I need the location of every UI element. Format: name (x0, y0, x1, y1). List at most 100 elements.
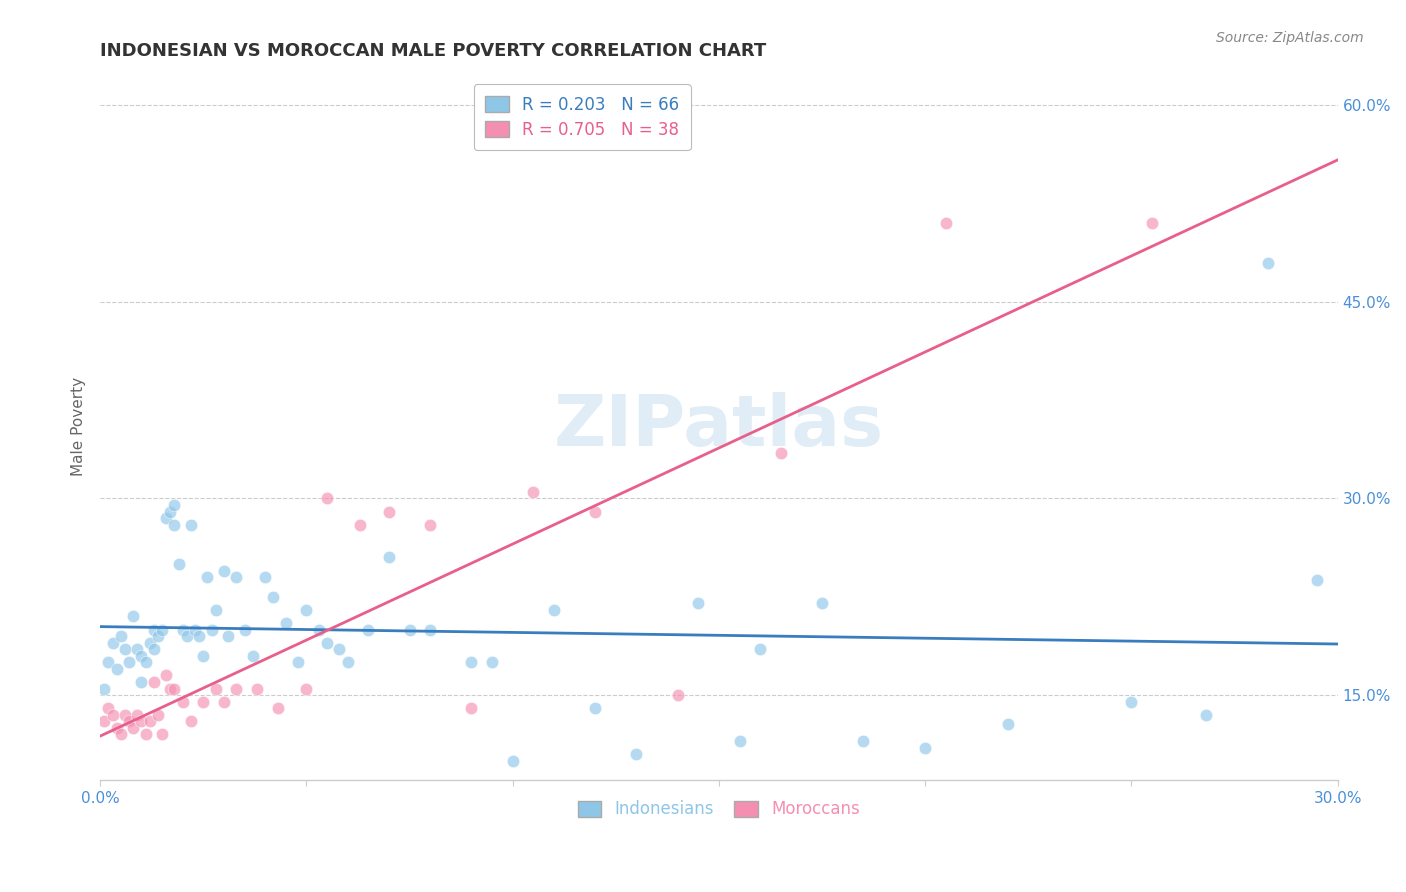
Point (122, 609, 145, 624)
Point (1194, 707, 1216, 722)
Point (134, 656, 156, 670)
Point (811, 596, 834, 610)
Point (118, 714, 141, 729)
Point (914, 740, 936, 755)
Point (217, 629, 239, 643)
Point (176, 629, 198, 643)
Point (114, 707, 136, 722)
Point (666, 688, 689, 702)
Point (110, 629, 132, 643)
Point (502, 754, 524, 768)
Point (204, 681, 226, 696)
Legend: Indonesians, Moroccans: Indonesians, Moroccans (571, 794, 866, 825)
Point (127, 707, 149, 722)
Point (110, 727, 132, 741)
Point (543, 603, 565, 617)
Point (142, 675, 165, 690)
Point (97, 701, 120, 715)
Point (378, 505, 401, 519)
Point (93, 681, 115, 696)
Point (93, 714, 115, 729)
Text: INDONESIAN VS MOROCCAN MALE POVERTY CORRELATION CHART: INDONESIAN VS MOROCCAN MALE POVERTY CORR… (100, 42, 766, 60)
Point (155, 668, 177, 682)
Point (626, 747, 648, 761)
Point (295, 681, 318, 696)
Point (935, 216, 957, 230)
Point (184, 623, 207, 637)
Point (262, 590, 284, 604)
Point (349, 517, 371, 532)
Point (163, 498, 186, 512)
Point (287, 656, 309, 670)
Text: Source: ZipAtlas.com: Source: ZipAtlas.com (1216, 31, 1364, 45)
Point (204, 603, 226, 617)
Point (460, 701, 482, 715)
Point (225, 681, 247, 696)
Point (134, 727, 156, 741)
Point (146, 629, 169, 643)
Point (101, 635, 124, 649)
Point (266, 701, 288, 715)
Point (419, 623, 441, 637)
Point (118, 656, 141, 670)
Point (419, 517, 441, 532)
Point (242, 648, 264, 663)
Point (233, 623, 256, 637)
Point (193, 648, 215, 663)
Point (122, 721, 145, 735)
Point (481, 656, 503, 670)
Point (274, 615, 297, 630)
Point (688, 596, 710, 610)
Point (1140, 216, 1163, 230)
Point (246, 681, 269, 696)
Point (336, 656, 359, 670)
Point (188, 629, 211, 643)
Point (195, 570, 218, 584)
Point (138, 714, 160, 729)
Point (163, 517, 186, 532)
Point (769, 445, 792, 459)
Point (142, 623, 165, 637)
Point (225, 570, 247, 584)
Point (127, 642, 149, 657)
Point (159, 681, 181, 696)
Point (131, 675, 153, 690)
Point (172, 695, 194, 709)
Point (150, 727, 173, 741)
Point (114, 642, 136, 657)
Text: ZIPatlas: ZIPatlas (554, 392, 884, 461)
Point (254, 570, 277, 584)
Point (308, 623, 330, 637)
Point (131, 714, 153, 729)
Point (150, 623, 173, 637)
Point (212, 695, 235, 709)
Point (167, 557, 190, 571)
Point (583, 505, 606, 519)
Point (101, 707, 124, 722)
Point (357, 623, 380, 637)
Point (398, 623, 420, 637)
Point (138, 635, 160, 649)
Point (316, 491, 339, 506)
Point (1306, 573, 1329, 587)
Point (583, 701, 606, 715)
Point (460, 656, 482, 670)
Point (142, 642, 165, 657)
Point (295, 603, 318, 617)
Point (131, 648, 153, 663)
Point (749, 642, 772, 657)
Point (852, 734, 875, 748)
Point (172, 623, 194, 637)
Point (193, 695, 215, 709)
Point (328, 642, 350, 657)
Point (97, 656, 120, 670)
Point (105, 721, 128, 735)
Point (522, 484, 544, 499)
Point (1257, 255, 1279, 269)
Point (997, 717, 1019, 731)
Point (159, 505, 181, 519)
Point (155, 511, 177, 525)
Y-axis label: Male Poverty: Male Poverty (72, 376, 86, 476)
Point (212, 564, 235, 578)
Point (180, 714, 202, 729)
